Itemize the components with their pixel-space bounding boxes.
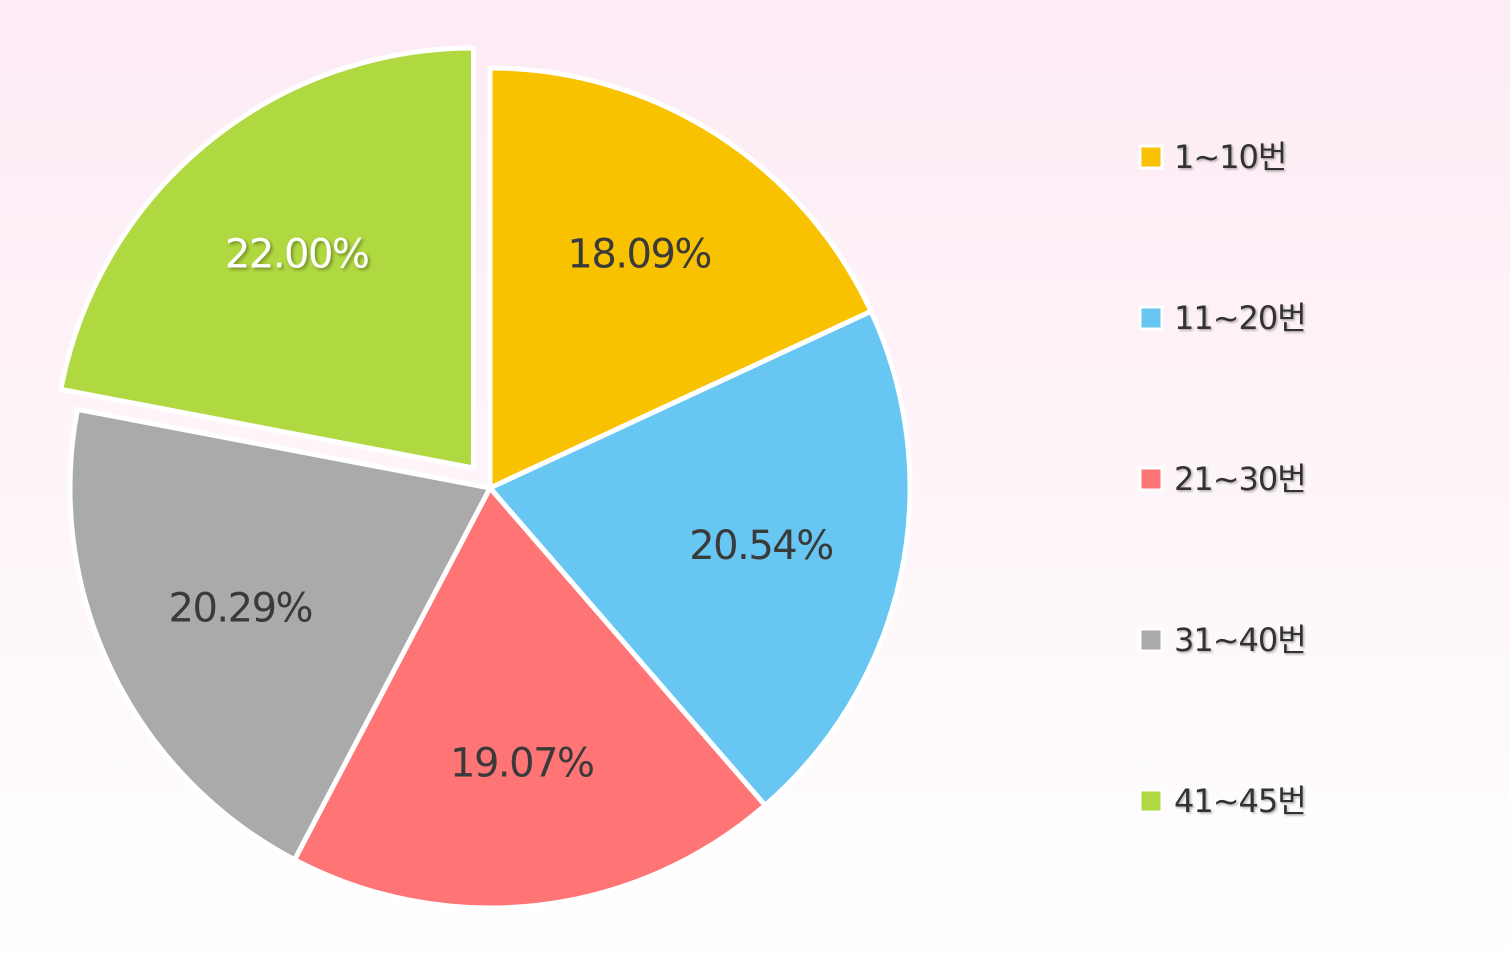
pie-slice-1: [487, 65, 874, 491]
pie-slice-label-1: 18.09%: [567, 231, 711, 277]
pie-slice-label-2: 20.54%: [689, 523, 833, 569]
legend-item-2: 11~20번: [1138, 299, 1307, 337]
legend-label-1: 1~10번: [1174, 138, 1286, 176]
pie-slice-label-4: 20.29%: [169, 585, 313, 631]
legend-item-3: 21~30번: [1138, 460, 1307, 498]
legend-swatch-5: [1138, 788, 1164, 814]
legend-swatch-4: [1138, 627, 1164, 653]
pie-slice-label-5: 22.00%: [225, 231, 369, 277]
legend-label-2: 11~20번: [1174, 299, 1306, 337]
pie-slice-label-3: 19.07%: [450, 740, 594, 786]
chart-legend: 1~10번 11~20번 21~30번 31~40번 41~45번: [1138, 138, 1307, 820]
legend-item-1: 1~10번: [1138, 138, 1287, 176]
pie-slices: [58, 45, 913, 911]
legend-swatch-3: [1138, 466, 1164, 492]
pie-slice-5: [58, 45, 476, 471]
legend-swatch-2: [1138, 305, 1164, 331]
pie-slice-2: [487, 308, 913, 808]
legend-label-3: 21~30번: [1174, 460, 1306, 498]
pie-slice-labels: 18.09% 20.54% 19.07% 20.29% 22.00%: [169, 231, 835, 786]
legend-label-5: 41~45번: [1174, 782, 1306, 820]
pie-slice-3: [292, 485, 768, 911]
legend-item-4: 31~40번: [1138, 621, 1307, 659]
pie-slice-4: [67, 406, 493, 863]
legend-item-5: 41~45번: [1138, 782, 1307, 820]
legend-label-4: 31~40번: [1174, 621, 1306, 659]
legend-swatch-1: [1138, 144, 1164, 170]
